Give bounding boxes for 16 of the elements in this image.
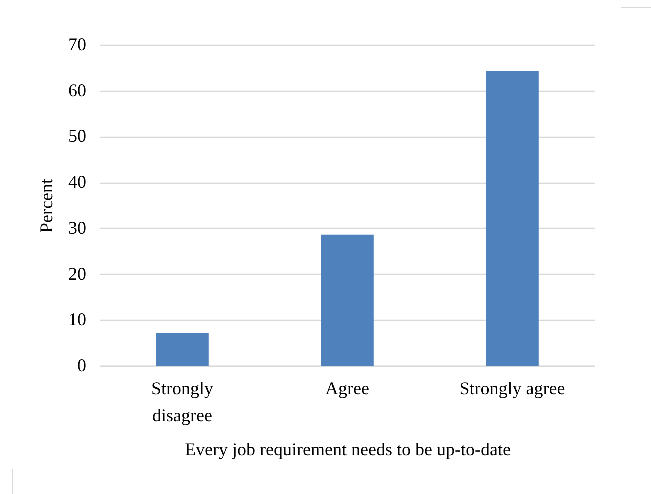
x-tick-label: Agree <box>326 378 370 398</box>
x-tick-label: Strongly agree <box>460 378 566 398</box>
y-tick-label: 30 <box>68 218 86 238</box>
y-tick-label: 60 <box>68 80 86 100</box>
x-axis-title: Every job requirement needs to be up-to-date <box>185 440 511 460</box>
y-tick-label: 40 <box>68 172 86 192</box>
bar <box>156 333 209 366</box>
y-tick-label: 50 <box>68 126 86 146</box>
y-axis-title: Percent <box>36 179 56 233</box>
x-tick-label: Strongly disagree <box>151 378 214 426</box>
y-tick-label: 10 <box>68 310 86 330</box>
y-tick-label: 20 <box>68 264 86 284</box>
bar <box>321 234 374 366</box>
bar <box>486 71 539 366</box>
y-tick-label: 70 <box>68 34 86 54</box>
y-tick-label: 0 <box>78 356 86 376</box>
